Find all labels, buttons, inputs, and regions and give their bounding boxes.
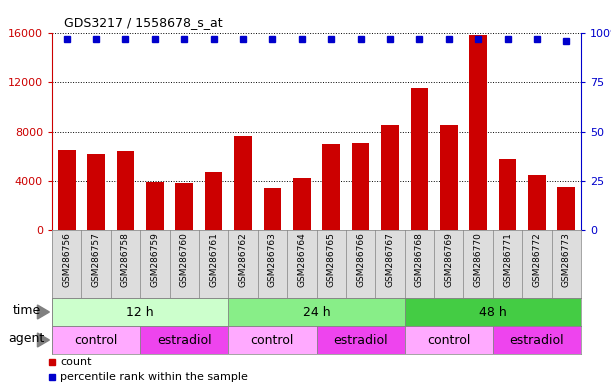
Bar	[557, 187, 575, 230]
Text: control: control	[427, 333, 470, 346]
Bar	[404, 298, 581, 326]
Bar	[263, 188, 281, 230]
Bar	[316, 326, 404, 354]
Text: time: time	[13, 304, 42, 317]
Text: percentile rank within the sample: percentile rank within the sample	[60, 372, 248, 382]
Bar	[234, 136, 252, 230]
Text: GSM286765: GSM286765	[327, 232, 335, 287]
Bar	[140, 326, 229, 354]
Text: count: count	[60, 358, 92, 367]
Text: agent: agent	[8, 332, 44, 345]
Bar	[404, 326, 493, 354]
Bar	[52, 298, 229, 326]
Text: GSM286772: GSM286772	[532, 232, 541, 287]
Text: estradiol: estradiol	[510, 333, 564, 346]
Text: GSM286766: GSM286766	[356, 232, 365, 287]
Text: GSM286761: GSM286761	[209, 232, 218, 287]
Text: GSM286771: GSM286771	[503, 232, 512, 287]
Polygon shape	[37, 333, 49, 347]
Text: GSM286757: GSM286757	[92, 232, 101, 287]
Text: 24 h: 24 h	[302, 306, 331, 318]
Bar	[52, 326, 140, 354]
Bar	[323, 144, 340, 230]
Bar	[87, 154, 105, 230]
Text: estradiol: estradiol	[157, 333, 211, 346]
Bar	[469, 35, 487, 230]
Bar	[493, 326, 581, 354]
Bar	[293, 178, 310, 230]
Text: 12 h: 12 h	[126, 306, 154, 318]
Text: GSM286763: GSM286763	[268, 232, 277, 287]
Text: GDS3217 / 1558678_s_at: GDS3217 / 1558678_s_at	[64, 16, 223, 29]
Bar	[381, 125, 399, 230]
Text: GSM286767: GSM286767	[386, 232, 395, 287]
Text: GSM286756: GSM286756	[62, 232, 71, 287]
Bar	[58, 150, 76, 230]
Bar	[117, 151, 134, 230]
Text: estradiol: estradiol	[333, 333, 388, 346]
Bar	[175, 183, 193, 230]
Text: GSM286759: GSM286759	[150, 232, 159, 287]
Text: control: control	[75, 333, 118, 346]
Bar	[411, 88, 428, 230]
Bar	[528, 175, 546, 230]
Text: GSM286762: GSM286762	[238, 232, 247, 287]
Text: 48 h: 48 h	[479, 306, 507, 318]
Text: GSM286764: GSM286764	[298, 232, 306, 287]
Bar	[352, 142, 370, 230]
Text: GSM286760: GSM286760	[180, 232, 189, 287]
Text: GSM286770: GSM286770	[474, 232, 483, 287]
Bar	[499, 159, 516, 230]
Bar	[229, 326, 316, 354]
Text: GSM286768: GSM286768	[415, 232, 424, 287]
Polygon shape	[37, 305, 49, 319]
Bar	[229, 298, 404, 326]
Bar	[146, 182, 164, 230]
Text: GSM286758: GSM286758	[121, 232, 130, 287]
Text: GSM286773: GSM286773	[562, 232, 571, 287]
Bar	[440, 125, 458, 230]
Bar	[205, 172, 222, 230]
Text: GSM286769: GSM286769	[444, 232, 453, 287]
Text: control: control	[251, 333, 294, 346]
